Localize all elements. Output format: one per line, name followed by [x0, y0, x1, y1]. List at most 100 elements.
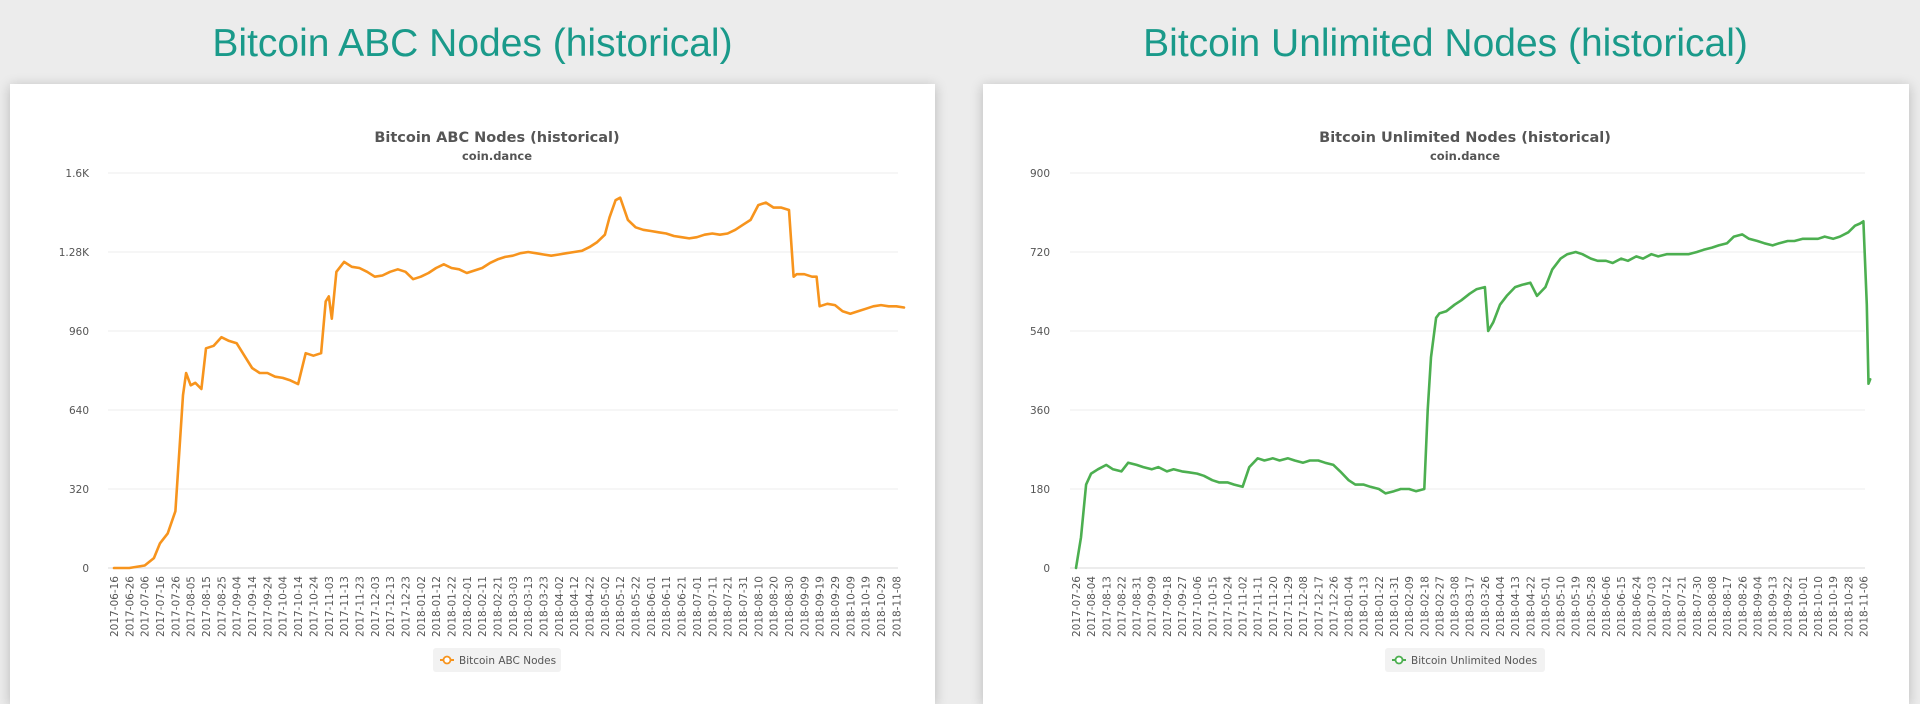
- x-tick-label: 2017-11-29: [1283, 576, 1295, 637]
- x-tick-label: 2018-10-10: [1813, 576, 1825, 637]
- x-tick-label: 2017-12-26: [1328, 576, 1340, 637]
- x-tick-label: 2018-05-22: [631, 576, 643, 637]
- x-tick-label: 2018-01-04: [1344, 576, 1356, 637]
- x-tick-label: 2017-06-16: [109, 576, 121, 637]
- x-tick-label: 2017-09-18: [1162, 576, 1174, 637]
- x-tick-label: 2018-04-22: [1525, 576, 1537, 637]
- abc-chart-card: Bitcoin ABC Nodes (historical) coin.dance…: [10, 84, 935, 704]
- x-tick-label: 2018-07-31: [738, 576, 750, 637]
- x-tick-label: 2018-09-19: [815, 576, 827, 637]
- y-tick-label: 900: [1030, 168, 1050, 180]
- x-tick-label: 2018-06-01: [646, 576, 658, 637]
- y-tick-label: 720: [1030, 247, 1050, 259]
- x-tick-label: 2017-12-08: [1298, 576, 1310, 637]
- x-tick-label: 2018-03-17: [1465, 576, 1477, 637]
- x-tick-label: 2017-10-04: [278, 576, 290, 637]
- x-tick-label: 2018-05-12: [615, 576, 627, 637]
- x-tick-label: 2018-07-21: [1677, 576, 1689, 637]
- x-tick-label: 2018-03-13: [523, 576, 535, 637]
- x-tick-label: 2018-04-02: [554, 576, 566, 637]
- legend-background: [1385, 648, 1545, 672]
- x-tick-label: 2018-01-22: [1374, 576, 1386, 637]
- x-tick-label: 2018-08-20: [769, 576, 781, 637]
- chart-subtitle: coin.dance: [462, 149, 532, 163]
- y-tick-label: 180: [1030, 484, 1050, 496]
- x-tick-label: 2018-05-19: [1571, 576, 1583, 637]
- y-tick-label: 360: [1030, 405, 1050, 417]
- x-tick-label: 2018-10-19: [1828, 576, 1840, 637]
- x-tick-label: 2018-09-13: [1768, 576, 1780, 637]
- x-tick-label: 2017-11-20: [1268, 576, 1280, 637]
- legend-swatch-marker: [442, 655, 452, 665]
- x-tick-label: 2018-05-28: [1586, 576, 1598, 637]
- chart-subtitle: coin.dance: [1430, 149, 1500, 163]
- x-tick-label: 2017-08-04: [1086, 576, 1098, 637]
- x-tick-label: 2017-08-13: [1101, 576, 1113, 637]
- chart-legend[interactable]: Bitcoin Unlimited Nodes: [1385, 648, 1545, 672]
- x-tick-label: 2018-10-28: [1843, 576, 1855, 637]
- x-tick-label: 2018-02-18: [1419, 576, 1431, 637]
- x-tick-label: 2018-02-01: [462, 576, 474, 637]
- x-tick-label: 2018-06-06: [1601, 576, 1613, 637]
- right-section-heading: Bitcoin Unlimited Nodes (historical): [1143, 22, 1748, 65]
- x-tick-label: 2017-10-14: [293, 576, 305, 637]
- x-tick-label: 2017-08-22: [1116, 576, 1128, 637]
- left-section-heading: Bitcoin ABC Nodes (historical): [212, 22, 733, 65]
- x-tick-label: 2018-03-23: [539, 576, 551, 637]
- abc-nodes-chart: Bitcoin ABC Nodes (historical) coin.dance…: [59, 130, 906, 672]
- y-tick-label: 1.6K: [65, 168, 90, 180]
- x-tick-label: 2018-01-02: [416, 576, 428, 637]
- x-tick-label: 2017-07-26: [170, 576, 182, 637]
- x-tick-label: 2017-11-11: [1253, 576, 1265, 637]
- x-tick-label: 2017-08-15: [201, 576, 213, 637]
- x-tick-label: 2018-03-03: [508, 576, 520, 637]
- x-tick-label: 2018-09-29: [830, 576, 842, 637]
- x-tick-label: 2017-11-23: [354, 576, 366, 637]
- x-tick-label: 2018-10-01: [1798, 576, 1810, 637]
- x-tick-label: 2017-12-17: [1313, 576, 1325, 637]
- x-tick-label: 2018-11-06: [1858, 576, 1870, 637]
- legend-label: Bitcoin ABC Nodes: [459, 655, 556, 667]
- x-tick-label: 2018-08-10: [753, 576, 765, 637]
- x-tick-label: 2018-06-21: [677, 576, 689, 637]
- y-tick-label: 960: [69, 326, 89, 338]
- x-tick-label: 2017-10-24: [1222, 576, 1234, 637]
- legend-swatch-marker: [1394, 655, 1404, 665]
- x-tick-label: 2018-08-26: [1737, 576, 1749, 637]
- series-line: [112, 196, 906, 570]
- y-tick-label: 0: [1043, 563, 1050, 575]
- x-tick-label: 2017-06-26: [124, 576, 136, 637]
- x-tick-label: 2017-08-31: [1132, 576, 1144, 637]
- x-tick-label: 2018-07-01: [692, 576, 704, 637]
- y-tick-label: 320: [69, 484, 89, 496]
- x-tick-label: 2018-06-24: [1631, 576, 1643, 637]
- x-tick-label: 2017-10-06: [1192, 576, 1204, 637]
- x-tick-label: 2017-09-14: [247, 576, 259, 637]
- x-tick-label: 2018-06-11: [661, 576, 673, 637]
- x-tick-label: 2018-08-30: [784, 576, 796, 637]
- x-tick-label: 2018-10-09: [845, 576, 857, 637]
- x-tick-label: 2018-07-11: [707, 576, 719, 637]
- x-tick-label: 2018-07-21: [723, 576, 735, 637]
- x-tick-label: 2017-10-24: [308, 576, 320, 637]
- x-tick-label: 2017-07-26: [1071, 576, 1083, 637]
- y-tick-label: 640: [69, 405, 89, 417]
- x-tick-label: 2018-04-12: [569, 576, 581, 637]
- x-tick-label: 2017-12-03: [370, 576, 382, 637]
- x-tick-label: 2018-01-22: [446, 576, 458, 637]
- x-tick-label: 2018-03-26: [1480, 576, 1492, 637]
- x-tick-label: 2018-08-17: [1722, 576, 1734, 637]
- x-tick-label: 2018-04-22: [585, 576, 597, 637]
- x-tick-label: 2017-10-15: [1207, 576, 1219, 637]
- chart-legend[interactable]: Bitcoin ABC Nodes: [433, 648, 561, 672]
- x-tick-label: 2017-07-16: [155, 576, 167, 637]
- x-tick-label: 2017-09-04: [232, 576, 244, 637]
- x-tick-label: 2018-02-27: [1434, 576, 1446, 637]
- x-tick-label: 2017-07-06: [140, 576, 152, 637]
- x-tick-label: 2018-01-31: [1389, 576, 1401, 637]
- x-tick-label: 2018-09-04: [1752, 576, 1764, 637]
- legend-background: [433, 648, 561, 672]
- unlimited-chart-card: Bitcoin Unlimited Nodes (historical) coin…: [983, 84, 1909, 704]
- y-tick-label: 540: [1030, 326, 1050, 338]
- x-tick-label: 2018-04-04: [1495, 576, 1507, 637]
